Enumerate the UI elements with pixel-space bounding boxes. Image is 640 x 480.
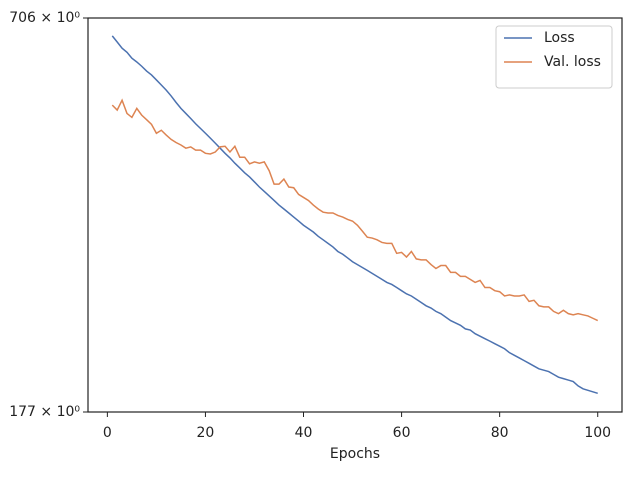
x-tick-label: 60 [393,425,411,441]
y-tick-label: 706 × 10⁰ [9,10,80,26]
legend: Loss Val. loss [495,25,613,89]
line [111,98,599,322]
x-axis-label: Epochs [330,446,380,462]
legend-label: Loss [544,30,575,46]
x-tick-label: 100 [584,425,611,441]
x-tick-label: 20 [197,425,215,441]
axes-frame [87,17,623,413]
y-tick-label: 177 × 10⁰ [9,404,80,420]
legend-box [495,25,613,89]
x-tick-label: 40 [295,425,313,441]
line [111,35,598,395]
legend-label: Val. loss [544,54,601,70]
x-tick-label: 0 [103,425,112,441]
x-tick-label: 80 [491,425,509,441]
